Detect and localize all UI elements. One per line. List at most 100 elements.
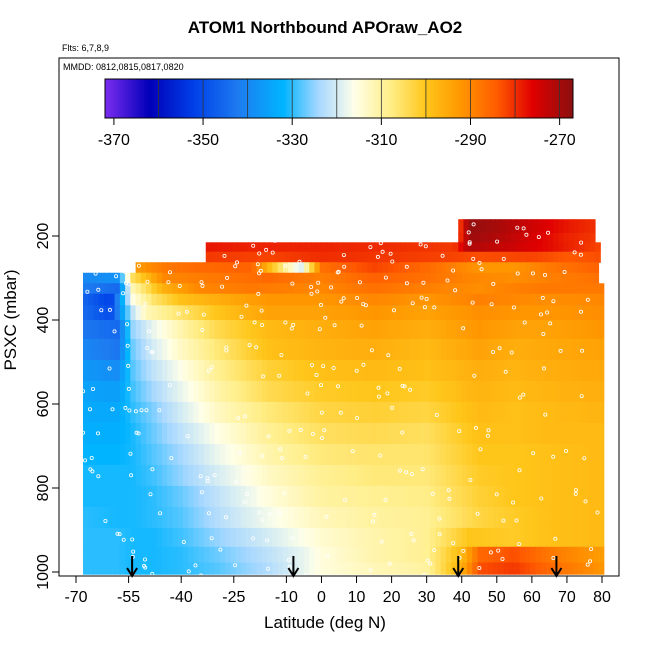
heatmap-cell bbox=[540, 272, 547, 284]
heatmap-cell bbox=[182, 562, 189, 575]
heatmap-cell bbox=[414, 506, 421, 529]
heatmap-cell bbox=[505, 232, 512, 243]
heatmap-cell bbox=[424, 443, 431, 466]
heatmap-cell bbox=[98, 320, 105, 340]
heatmap-cell bbox=[246, 506, 252, 529]
sample-marker bbox=[420, 467, 425, 472]
heatmap-cell bbox=[135, 464, 142, 487]
heatmap-cell bbox=[430, 527, 437, 548]
heatmap-cell bbox=[435, 422, 442, 445]
sample-marker bbox=[467, 240, 472, 245]
heatmap-cell bbox=[172, 546, 179, 564]
colorbar-segment bbox=[164, 79, 168, 118]
heatmap-cell bbox=[330, 320, 337, 340]
colorbar-segment bbox=[336, 79, 340, 118]
heatmap-cell bbox=[356, 283, 363, 295]
heatmap-cell bbox=[253, 251, 259, 263]
colorbar-segment bbox=[466, 79, 470, 118]
field-band bbox=[83, 359, 605, 382]
heatmap-cell bbox=[466, 293, 473, 306]
heatmap-cell bbox=[225, 506, 231, 529]
heatmap-cell bbox=[303, 527, 310, 548]
heatmap-cell bbox=[488, 283, 494, 295]
heatmap-cell bbox=[593, 422, 600, 445]
heatmap-cell bbox=[472, 320, 479, 340]
heatmap-cell bbox=[451, 320, 458, 340]
colorbar-segment bbox=[528, 79, 532, 118]
colorbar-segment bbox=[302, 79, 306, 118]
heatmap-cell bbox=[531, 251, 538, 263]
heatmap-cell bbox=[451, 338, 458, 361]
sample-marker bbox=[144, 408, 149, 413]
heatmap-cell bbox=[503, 338, 510, 361]
heatmap-cell bbox=[361, 506, 368, 529]
heatmap-cell bbox=[388, 401, 394, 424]
sample-marker bbox=[479, 267, 484, 272]
heatmap-cell bbox=[209, 546, 216, 564]
heatmap-cell bbox=[431, 251, 438, 263]
colorbar-segment bbox=[287, 79, 291, 118]
heatmap-cell bbox=[572, 401, 579, 424]
heatmap-cell bbox=[146, 485, 152, 508]
sample-marker bbox=[370, 519, 375, 524]
heatmap-cell bbox=[314, 359, 321, 382]
colorbar-segment bbox=[424, 79, 428, 118]
heatmap-cell bbox=[298, 464, 305, 487]
heatmap-cell bbox=[219, 401, 226, 424]
sample-marker bbox=[200, 283, 205, 288]
heatmap-cell bbox=[83, 401, 89, 424]
heatmap-cell bbox=[414, 464, 421, 487]
heatmap-cell bbox=[351, 401, 358, 424]
heatmap-cell bbox=[445, 320, 452, 340]
heatmap-cell bbox=[458, 232, 465, 243]
sample-marker bbox=[387, 561, 392, 566]
heatmap-cell bbox=[151, 443, 158, 466]
sample-marker bbox=[99, 308, 104, 313]
heatmap-cell bbox=[109, 305, 116, 321]
sample-marker bbox=[491, 349, 496, 354]
heatmap-cell bbox=[214, 506, 221, 529]
heatmap-cell bbox=[198, 320, 205, 340]
sample-marker bbox=[218, 547, 223, 552]
heatmap-cell bbox=[409, 422, 415, 445]
sample-marker bbox=[260, 374, 265, 379]
heatmap-cell bbox=[83, 464, 89, 487]
heatmap-cell bbox=[193, 422, 200, 445]
heatmap-cell bbox=[167, 485, 174, 508]
heatmap-cell bbox=[330, 443, 337, 466]
heatmap-cell bbox=[140, 422, 147, 445]
heatmap-cell bbox=[309, 546, 316, 564]
heatmap-cell bbox=[372, 422, 379, 445]
heatmap-cell bbox=[88, 546, 95, 564]
heatmap-cell bbox=[135, 338, 142, 361]
sample-marker bbox=[451, 268, 456, 273]
colorbar-segment bbox=[492, 79, 496, 118]
heatmap-cell bbox=[498, 380, 505, 403]
colorbar-segment bbox=[105, 79, 109, 118]
heatmap-cell bbox=[361, 338, 368, 361]
colorbar-segment bbox=[175, 79, 179, 118]
heatmap-cell bbox=[382, 283, 389, 295]
heatmap-cell bbox=[540, 562, 547, 575]
heatmap-cell bbox=[577, 527, 584, 548]
heatmap-cell bbox=[477, 320, 484, 340]
heatmap-cell bbox=[493, 272, 500, 284]
colorbar-segment bbox=[180, 79, 184, 118]
sample-marker bbox=[354, 368, 359, 373]
sample-marker bbox=[434, 412, 439, 417]
heatmap-cell bbox=[577, 401, 584, 424]
heatmap-cell bbox=[267, 359, 273, 382]
heatmap-cell bbox=[493, 293, 500, 306]
heatmap-cell bbox=[398, 546, 405, 564]
sample-marker bbox=[562, 269, 567, 274]
heatmap-cell bbox=[182, 338, 189, 361]
sample-marker bbox=[372, 512, 377, 517]
heatmap-cell bbox=[356, 380, 363, 403]
heatmap-cell bbox=[267, 272, 273, 284]
heatmap-cell bbox=[472, 546, 479, 564]
colorbar-segment bbox=[209, 79, 213, 118]
sample-marker bbox=[201, 312, 206, 317]
sample-marker bbox=[222, 253, 227, 258]
heatmap-cell bbox=[293, 305, 300, 321]
